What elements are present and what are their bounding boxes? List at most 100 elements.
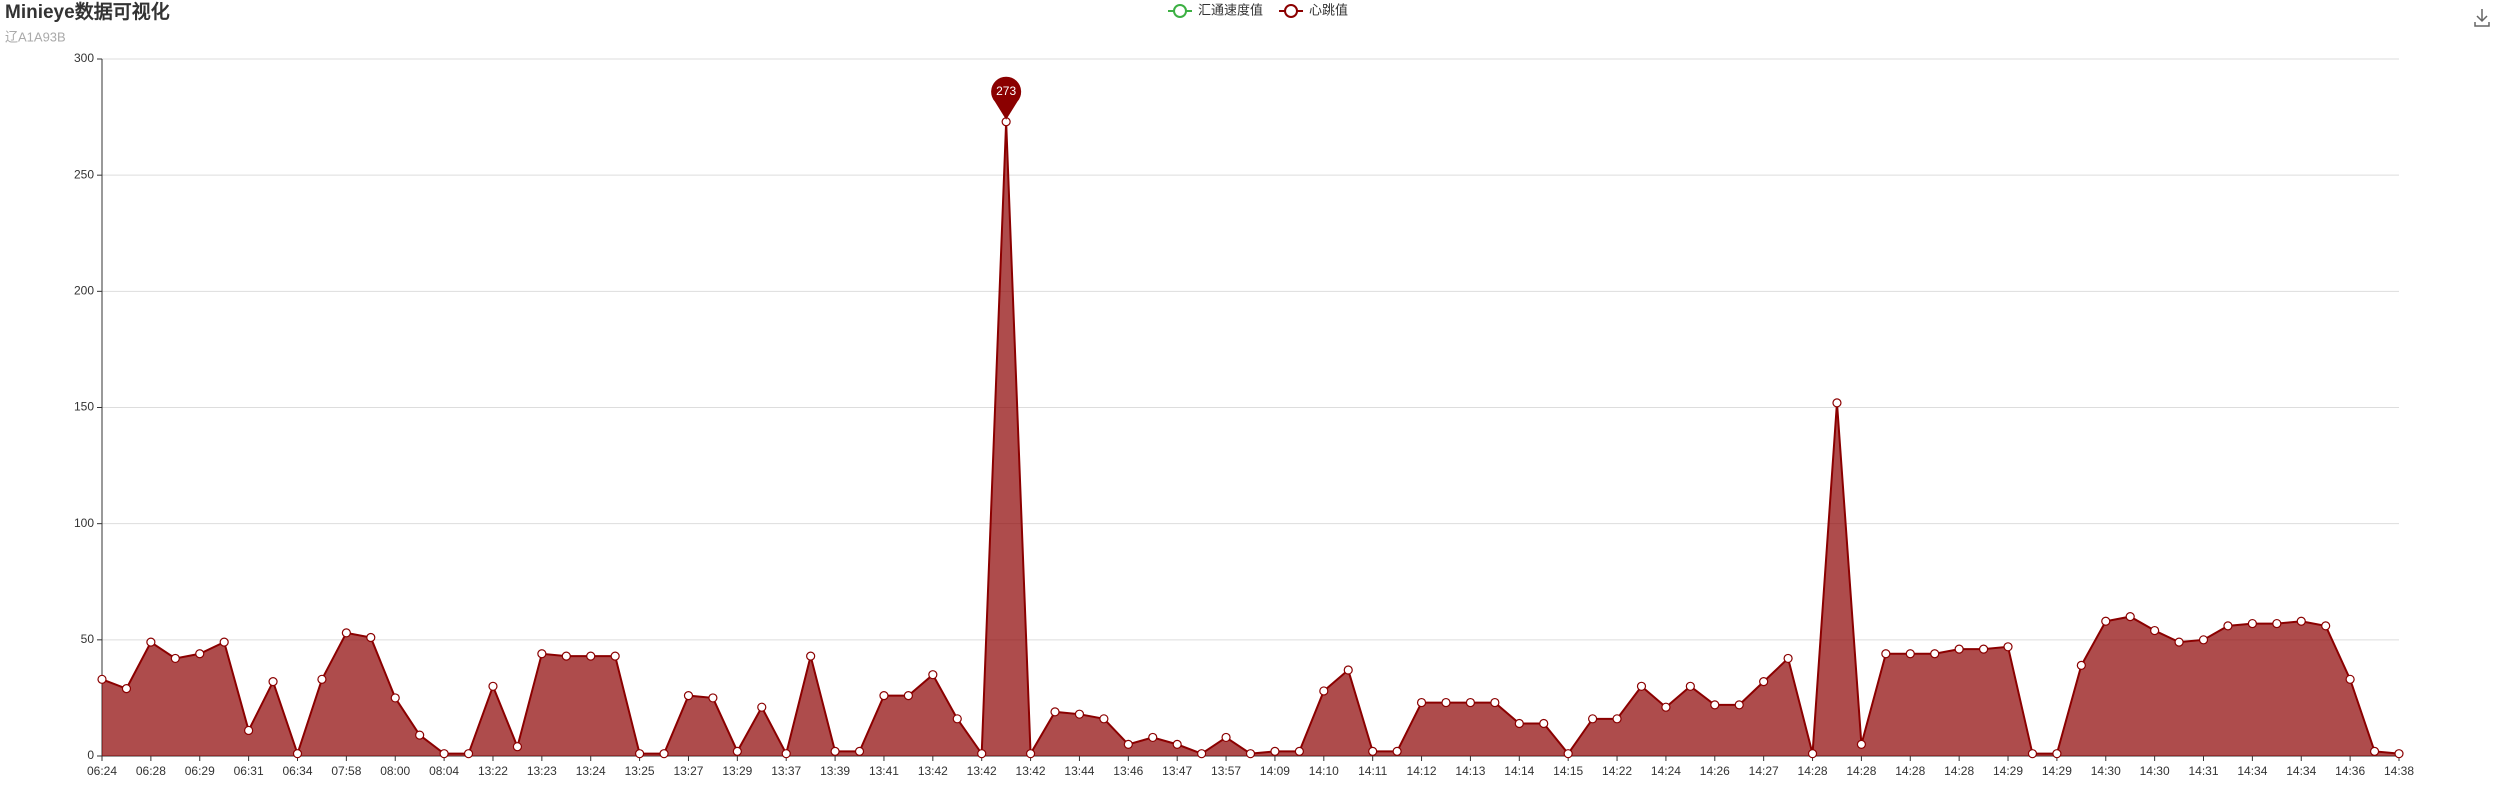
point <box>439 749 449 759</box>
point <box>1514 718 1524 729</box>
x-tick-label: 06:24 <box>87 764 117 778</box>
point <box>1539 718 1549 729</box>
point <box>341 628 351 638</box>
x-tick-label: 14:11 <box>1358 764 1387 778</box>
point <box>1197 749 1207 759</box>
y-tick-label: 50 <box>81 632 95 646</box>
x-tick-label: 14:12 <box>1407 764 1437 778</box>
y-tick-label: 100 <box>74 516 94 530</box>
x-tick-label: 14:22 <box>1602 764 1632 778</box>
mark-label: 273 <box>996 84 1016 98</box>
point <box>2198 635 2209 645</box>
point <box>366 632 376 643</box>
point <box>1074 709 1085 719</box>
x-tick-label: 13:22 <box>478 764 508 778</box>
x-tick-label: 14:26 <box>1700 764 1730 778</box>
x-tick-label: 13:37 <box>771 764 801 778</box>
point <box>2394 749 2404 759</box>
point <box>1025 749 1036 759</box>
x-tick-label: 14:29 <box>2042 764 2072 778</box>
x-tick-label: 13:39 <box>820 764 850 778</box>
x-tick-label: 14:24 <box>1651 764 1681 778</box>
point <box>683 690 694 701</box>
point <box>1856 739 1867 749</box>
point <box>1099 714 1109 724</box>
point <box>268 677 278 687</box>
y-tick-label: 300 <box>74 51 94 65</box>
point <box>1416 697 1427 708</box>
point <box>317 674 327 684</box>
point <box>537 649 547 659</box>
point <box>390 693 400 703</box>
x-tick-label: 14:28 <box>1846 764 1876 778</box>
point <box>1881 649 1891 659</box>
x-tick-label: 14:13 <box>1455 764 1485 778</box>
x-tick-label: 14:28 <box>1895 764 1925 778</box>
point <box>830 746 840 756</box>
legend-label: 汇通速度值 <box>1198 2 1263 17</box>
point <box>1465 697 1476 708</box>
x-tick-label: 14:36 <box>2335 764 2365 778</box>
point <box>1734 700 1744 710</box>
x-tick-label: 13:57 <box>1211 764 1241 778</box>
point <box>1172 739 1182 749</box>
point <box>952 714 962 724</box>
y-tick-label: 200 <box>74 284 94 298</box>
mark-pin <box>991 76 1022 120</box>
x-tick-label: 06:31 <box>234 764 264 778</box>
legend-marker <box>1173 4 1187 18</box>
chart-subtitle: 辽A1A93B <box>5 29 66 44</box>
x-tick-label: 14:30 <box>2140 764 2170 778</box>
point <box>1148 732 1158 743</box>
point <box>1661 702 1671 712</box>
point <box>1832 398 1842 408</box>
x-tick-label: 06:34 <box>282 764 312 778</box>
x-tick-label: 07:58 <box>331 764 361 778</box>
x-tick-label: 13:44 <box>1064 764 1094 778</box>
point <box>2101 616 2111 626</box>
point <box>2003 642 2013 652</box>
point <box>854 746 865 756</box>
point <box>1685 681 1695 691</box>
x-tick-label: 14:31 <box>2188 764 2218 778</box>
x-tick-label: 14:28 <box>1944 764 1974 778</box>
point <box>1368 746 1378 756</box>
point <box>2247 618 2257 629</box>
point <box>928 670 938 680</box>
point <box>1294 746 1304 756</box>
x-tick-label: 06:29 <box>185 764 215 778</box>
download-icon[interactable] <box>2474 9 2490 27</box>
x-tick-label: 14:34 <box>2237 764 2267 778</box>
legend-label: 心跳值 <box>1309 2 1348 17</box>
x-tick-label: 13:25 <box>625 764 655 778</box>
x-tick-label: 13:42 <box>918 764 948 778</box>
point <box>1123 739 1133 749</box>
point <box>2223 621 2233 631</box>
point <box>488 681 498 691</box>
point <box>1978 644 1989 654</box>
x-tick-label: 14:14 <box>1504 764 1534 778</box>
x-tick-label: 13:27 <box>673 764 703 778</box>
point <box>1905 649 1915 659</box>
point <box>1490 697 1500 708</box>
point <box>512 742 523 752</box>
point <box>1319 686 1329 696</box>
download-glyph <box>2474 9 2490 27</box>
x-tick-label: 13:42 <box>1016 764 1046 778</box>
point <box>1392 746 1402 756</box>
point <box>244 725 254 736</box>
x-tick-label: 14:29 <box>1993 764 2023 778</box>
point <box>1710 700 1720 710</box>
point <box>610 651 620 661</box>
x-tick-label: 14:09 <box>1260 764 1290 778</box>
x-tick-label: 08:04 <box>429 764 459 778</box>
legend-marker <box>1284 4 1299 18</box>
point <box>2076 660 2086 670</box>
x-tick-label: 06:28 <box>136 764 166 778</box>
point <box>146 637 156 647</box>
point <box>219 637 229 647</box>
point <box>170 653 180 664</box>
point <box>1612 714 1622 724</box>
point <box>806 651 816 661</box>
